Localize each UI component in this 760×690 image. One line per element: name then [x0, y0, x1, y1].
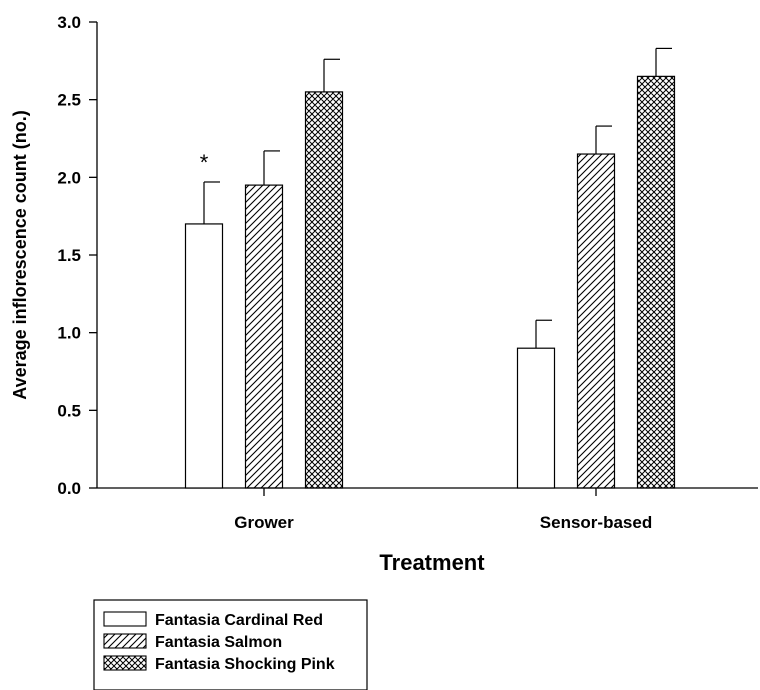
- bar: [576, 153, 616, 489]
- y-tick-label: 1.5: [57, 246, 81, 265]
- y-tick-label: 1.0: [57, 324, 81, 343]
- bar: [636, 75, 676, 489]
- legend-frame: [93, 599, 368, 690]
- legend-label: Fantasia Shocking Pink: [155, 656, 335, 673]
- legend-swatch: [103, 611, 147, 627]
- y-axis-title: Average inflorescence count (no.): [10, 110, 30, 399]
- bar: [184, 223, 224, 489]
- y-tick-label: 2.5: [57, 91, 81, 110]
- legend-label: Fantasia Cardinal Red: [155, 612, 323, 629]
- bar: [516, 347, 556, 489]
- legend: Fantasia Cardinal Red Fantasia Salmon Fant…: [93, 599, 368, 690]
- y-tick-label: 2.0: [57, 168, 81, 187]
- y-tick-label: 3.0: [57, 13, 81, 32]
- legend-swatch: [103, 633, 147, 649]
- legend-swatch: [103, 655, 147, 671]
- x-tick-label: Sensor-based: [540, 513, 652, 532]
- significance-marker: *: [200, 150, 209, 175]
- legend-label: Fantasia Salmon: [155, 634, 282, 651]
- bar: [304, 91, 344, 489]
- y-tick-label: 0.5: [57, 401, 81, 420]
- x-axis-title: Treatment: [379, 550, 485, 575]
- y-tick-label: 0.0: [57, 479, 81, 498]
- bar: [244, 184, 284, 489]
- x-tick-label: Grower: [234, 513, 294, 532]
